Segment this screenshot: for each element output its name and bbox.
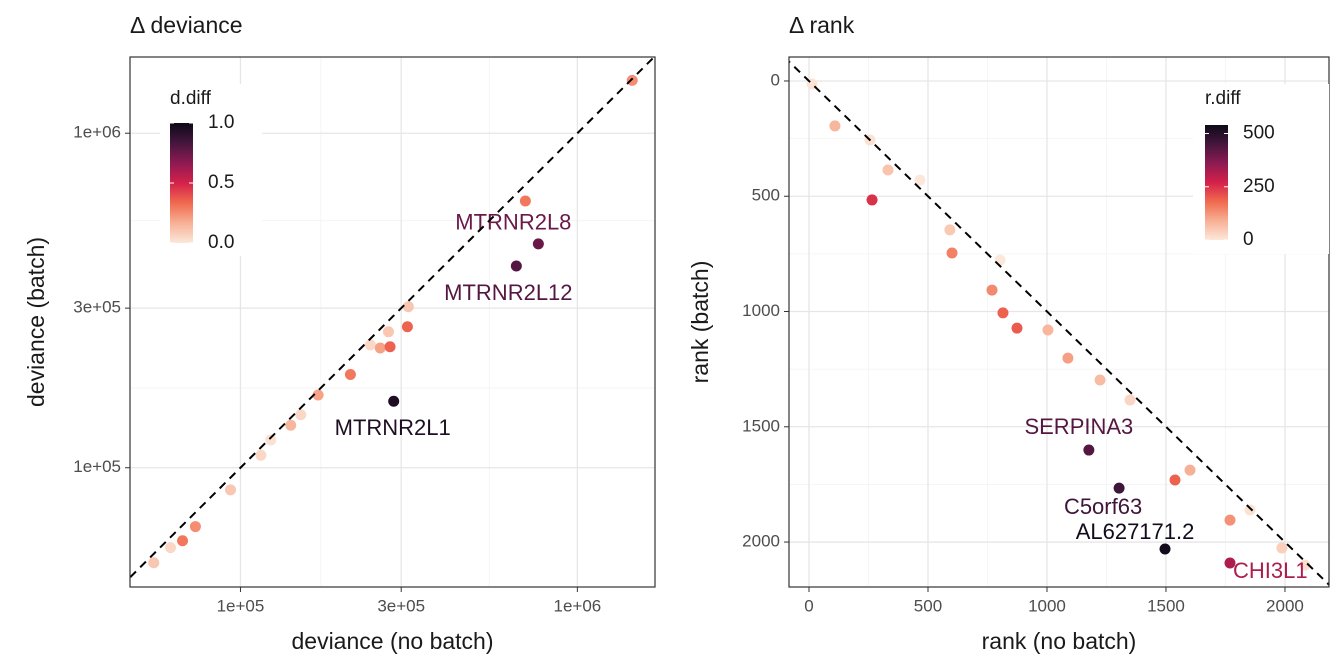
x-tick-label: 2000 — [1266, 596, 1304, 615]
point — [255, 449, 267, 461]
colorbar — [1205, 125, 1228, 240]
y-tick-label: 1000 — [742, 301, 780, 320]
points — [806, 78, 1311, 571]
point-label: MTRNR2L8 — [455, 210, 571, 235]
point — [829, 120, 841, 132]
y-axis-label: deviance (batch) — [23, 237, 49, 407]
legend-label: 250 — [1243, 176, 1275, 197]
point-label: SERPINA3 — [1024, 414, 1133, 439]
point — [1042, 324, 1054, 336]
y-axis-label: rank (batch) — [687, 261, 713, 384]
point — [1094, 374, 1106, 386]
point — [1244, 504, 1256, 516]
point — [882, 164, 894, 176]
legend-label: 0 — [1243, 229, 1254, 250]
y-tick-label: 2000 — [742, 532, 780, 551]
point — [1159, 543, 1171, 555]
legend-title: r.diff — [1205, 88, 1241, 109]
point — [344, 368, 356, 380]
point — [1062, 352, 1074, 364]
point — [285, 419, 297, 431]
points — [148, 74, 638, 569]
point — [177, 535, 189, 547]
x-tick-label: 1e+06 — [553, 596, 601, 615]
x-tick-label: 500 — [914, 596, 942, 615]
point — [1083, 444, 1095, 456]
point — [374, 342, 386, 354]
point — [997, 307, 1009, 319]
point — [1184, 464, 1196, 476]
point — [519, 195, 531, 207]
x-axis-label: rank (no batch) — [982, 628, 1137, 654]
x-tick-label: 1000 — [1028, 596, 1066, 615]
legend-label: 500 — [1243, 123, 1275, 144]
identity-line — [789, 60, 1329, 587]
point — [994, 254, 1006, 266]
point — [1124, 394, 1136, 406]
point-label: MTRNR2L1 — [335, 415, 451, 440]
point-label: AL627171.2 — [1076, 519, 1195, 544]
point — [510, 260, 522, 272]
point — [364, 339, 376, 351]
legend-label: 1.0 — [208, 112, 234, 133]
point — [532, 238, 544, 250]
point — [1169, 474, 1181, 486]
point — [946, 247, 958, 259]
y-tick-label: 500 — [752, 186, 780, 205]
point — [402, 301, 414, 313]
point — [148, 557, 160, 569]
chart-title: Δ deviance — [130, 12, 243, 38]
panel-border — [788, 56, 1330, 588]
point — [401, 321, 413, 333]
panel-border — [129, 56, 656, 588]
point — [1276, 542, 1288, 554]
y-tick-label: 0 — [771, 70, 780, 89]
legend-label: 0.0 — [208, 232, 234, 253]
y-tick-label: 1e+05 — [73, 457, 121, 476]
y-tick-label: 1500 — [742, 416, 780, 435]
x-axis-label: deviance (no batch) — [291, 628, 493, 654]
point — [295, 409, 307, 421]
point — [626, 74, 638, 86]
point — [1299, 559, 1311, 571]
point — [388, 395, 400, 407]
point — [944, 224, 956, 236]
point-label: MTRNR2L12 — [444, 280, 572, 305]
legend-label: 0.5 — [208, 172, 234, 193]
point — [189, 521, 201, 533]
point — [1011, 322, 1023, 334]
point-label: CHI3L1 — [1233, 558, 1308, 583]
y-tick-label: 3e+05 — [73, 298, 121, 317]
point — [986, 284, 998, 296]
colorbar — [170, 123, 193, 243]
point — [914, 174, 926, 186]
x-tick-label: 1e+05 — [217, 596, 265, 615]
point — [1224, 557, 1236, 569]
x-tick-label: 1500 — [1147, 596, 1185, 615]
point — [384, 341, 396, 353]
point — [265, 434, 277, 446]
y-tick-label: 1e+06 — [73, 123, 121, 142]
x-tick-label: 0 — [804, 596, 813, 615]
point — [866, 194, 878, 206]
chart-title: Δ rank — [789, 12, 855, 38]
point — [165, 542, 177, 554]
point — [224, 484, 236, 496]
point — [382, 326, 394, 338]
x-tick-label: 3e+05 — [377, 596, 425, 615]
point — [312, 389, 324, 401]
point — [1113, 482, 1125, 494]
legend-title: d.diff — [170, 88, 212, 109]
point-label: C5orf63 — [1064, 494, 1142, 519]
point — [1224, 514, 1236, 526]
point-labels: MTRNR2L1 MTRNR2L12 MTRNR2L8 — [335, 210, 573, 440]
